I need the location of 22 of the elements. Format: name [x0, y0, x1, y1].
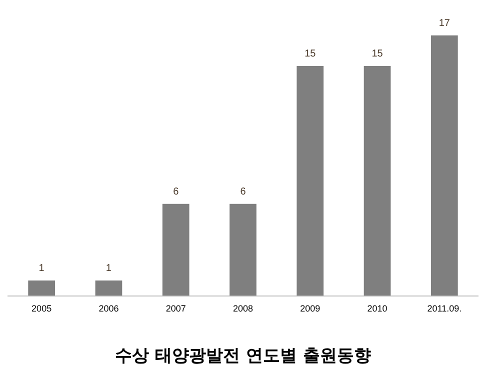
bar — [364, 66, 391, 296]
text: 수상 태양광발전 연도별 출원동향 — [115, 346, 371, 366]
bar — [28, 280, 55, 296]
x-tick-label: 2009 — [300, 304, 320, 314]
x-tick-label: 2006 — [98, 304, 119, 314]
bar — [431, 35, 458, 296]
bar — [95, 280, 122, 296]
x-tick-label: 2007 — [166, 304, 186, 314]
data-label: 6 — [240, 186, 246, 198]
x-tick-label: 2005 — [32, 304, 52, 314]
x-tick-label: 2011.09. — [427, 304, 462, 314]
bar — [162, 204, 190, 296]
bar — [230, 204, 256, 296]
data-label: 17 — [438, 18, 450, 30]
x-tick-label: 2010 — [367, 304, 388, 314]
data-label: 15 — [372, 48, 384, 60]
data-label: 1 — [106, 263, 112, 274]
bar — [296, 66, 324, 296]
x-tick-label: 2008 — [232, 304, 254, 314]
data-label: 15 — [304, 48, 316, 60]
data-label: 1 — [38, 263, 45, 274]
data-label: 6 — [173, 186, 180, 198]
